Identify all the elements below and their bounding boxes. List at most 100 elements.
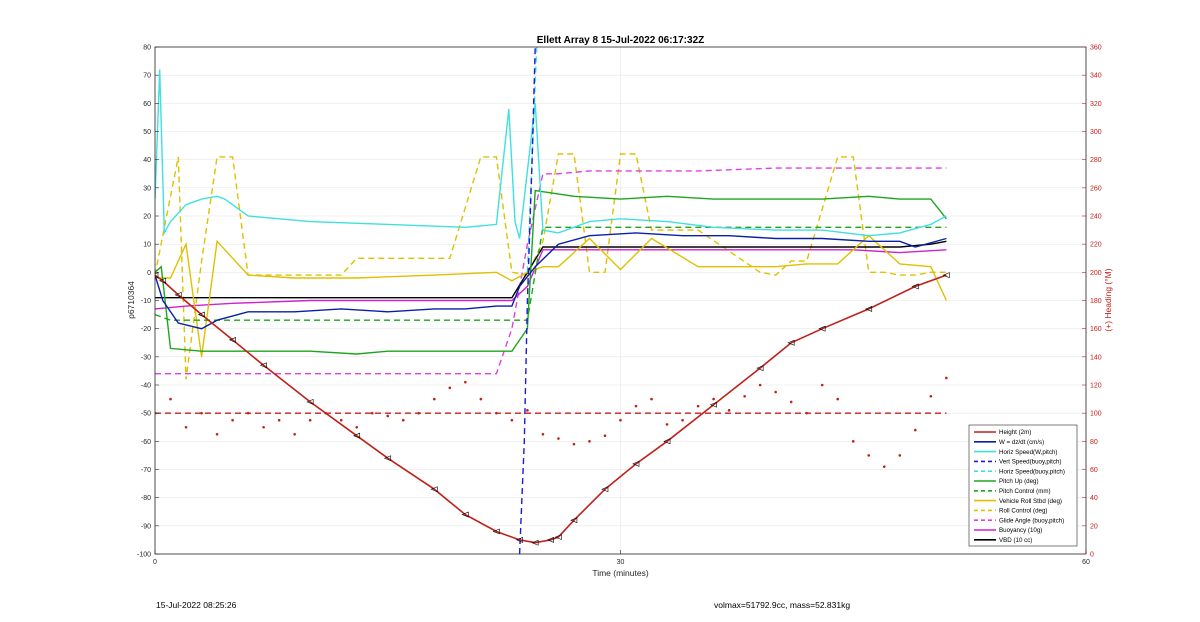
heading-point — [914, 428, 917, 432]
height-marker — [531, 539, 539, 546]
y-right-tick-label: 120 — [1090, 383, 1102, 390]
y-tick-label: -90 — [141, 523, 151, 530]
height-marker — [942, 272, 950, 279]
legend-label: Vert Speed(buoy,pitch) — [999, 459, 1061, 466]
heading-point — [231, 418, 234, 422]
y-tick-label: 30 — [143, 185, 151, 192]
series-line-w-dz-dt-cm-s — [155, 232, 947, 330]
x-axis-ticks: 0 30 60 — [153, 550, 1090, 566]
legend: Height (2m) W = dz/dt (cm/s) Horiz Speed(W… — [968, 424, 1078, 547]
series-line-horiz-speed-w-pitch — [155, 69, 947, 239]
series-line-vert-speed-buoy-pitch — [518, 47, 536, 554]
height-marker — [259, 362, 267, 369]
heading-point — [851, 440, 855, 443]
heading-point — [479, 397, 483, 401]
heading-point — [882, 465, 886, 468]
heading-point — [293, 432, 296, 436]
legend-box — [968, 424, 1078, 547]
heading-point — [370, 411, 374, 415]
height-marker — [787, 339, 795, 346]
heading-point — [758, 383, 762, 387]
y-right-tick-label: 160 — [1090, 326, 1102, 333]
heading-point — [681, 418, 684, 422]
y-tick-label: -70 — [141, 467, 151, 474]
footer-mass-info: volmax=51792.9cc, mass=52.831kg — [714, 600, 851, 610]
y-right-tick-label: 240 — [1090, 214, 1102, 221]
y-right-tick-label: 60 — [1090, 467, 1098, 474]
heading-point — [386, 414, 390, 418]
y-right-tick-label: 320 — [1090, 101, 1102, 108]
heading-point — [541, 432, 545, 436]
heading-point — [650, 397, 653, 401]
plot-area — [154, 46, 1087, 555]
legend-label: Horiz Speed(W,pitch) — [999, 449, 1057, 456]
heading-point — [401, 418, 405, 422]
heading-point — [665, 423, 669, 426]
y-right-tick-label: 300 — [1090, 129, 1102, 136]
heading-point — [184, 425, 188, 429]
left-axis-ticks: -100-90-80-70-60-50-40-30-20-10010203040… — [137, 45, 159, 559]
y-tick-label: -10 — [141, 298, 151, 305]
height-marker — [554, 534, 562, 541]
legend-label: Vehicle Roll Stbd (deg) — [999, 498, 1062, 505]
y-right-tick-label: 220 — [1090, 242, 1102, 249]
y-tick-label: 70 — [143, 73, 151, 80]
heading-point — [588, 440, 591, 443]
height-marker — [756, 365, 764, 372]
y-right-tick-label: 180 — [1090, 298, 1102, 305]
series-line-pitch-up-deg — [155, 189, 947, 355]
heading-point — [820, 383, 824, 387]
y-tick-label: 80 — [143, 45, 151, 52]
y-tick-label: 60 — [143, 101, 151, 108]
y-tick-label: 0 — [147, 270, 151, 277]
y-tick-label: -30 — [141, 354, 151, 361]
heading-point — [789, 400, 793, 404]
y-tick-label: 40 — [143, 157, 151, 164]
y-right-tick-label: 40 — [1090, 495, 1098, 502]
heading-point — [836, 397, 840, 401]
x-axis-label: Time (minutes) — [592, 568, 649, 578]
y-tick-label: -20 — [141, 326, 151, 333]
heading-point — [510, 418, 514, 422]
height-marker — [663, 438, 671, 445]
y-axis-label: p6710364 — [126, 281, 136, 319]
height-marker — [570, 517, 578, 524]
series-line-vehicle-roll-stbd-deg — [155, 234, 948, 357]
height-marker — [546, 536, 554, 543]
y-tick-label: -100 — [137, 552, 151, 559]
heading-point — [696, 404, 700, 408]
height-marker — [352, 432, 361, 439]
y-tick-label: -60 — [141, 439, 151, 446]
height-marker — [461, 511, 469, 518]
legend-label: Buoyancy (10g) — [999, 527, 1042, 534]
series-line-buoyancy-10g — [155, 249, 947, 310]
height-marker — [158, 277, 167, 284]
heading-point — [619, 418, 622, 422]
y-tick-label: 10 — [143, 242, 151, 249]
y-right-tick-label: 340 — [1090, 73, 1102, 80]
heading-point — [867, 454, 871, 457]
chart-title: Ellett Array 8 15-Jul-2022 06:17:32Z — [537, 35, 705, 46]
heading-point — [572, 442, 576, 446]
x-tick-label: 60 — [1082, 559, 1090, 566]
height-marker — [864, 306, 873, 312]
heading-point — [464, 380, 467, 384]
height-marker — [174, 291, 182, 298]
y-right-tick-label: 100 — [1090, 411, 1102, 418]
heading-point — [945, 376, 948, 380]
y-tick-label: -50 — [141, 411, 151, 418]
y-axis-right-label: (+) Heading (°M) — [1103, 268, 1113, 331]
y-right-tick-label: 360 — [1090, 45, 1102, 52]
heading-point — [898, 454, 902, 457]
heading-point — [712, 397, 715, 401]
y-tick-label: 20 — [143, 214, 151, 221]
y-tick-label: -40 — [141, 383, 151, 390]
x-tick-label: 0 — [153, 559, 157, 566]
y-right-tick-label: 80 — [1090, 439, 1098, 446]
legend-label: Pitch Control (mm) — [999, 488, 1051, 495]
y-tick-label: -80 — [141, 495, 151, 502]
legend-label: Height (2m) — [999, 429, 1031, 436]
y-tick-label: 50 — [143, 129, 151, 136]
height-marker — [515, 536, 523, 543]
heading-point — [743, 394, 746, 398]
